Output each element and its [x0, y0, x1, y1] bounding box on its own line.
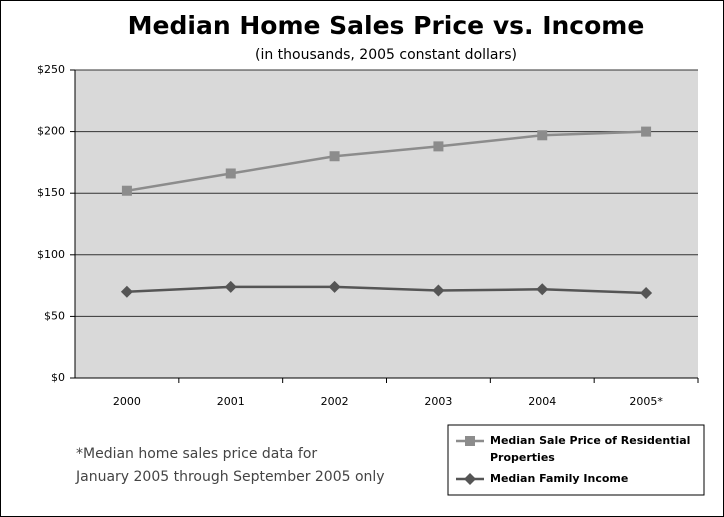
marker	[433, 141, 444, 152]
marker	[464, 473, 476, 485]
marker	[465, 436, 475, 446]
y-tick-label: $250	[37, 63, 65, 76]
y-tick-label: $200	[37, 125, 65, 138]
x-tick-label: 2001	[217, 395, 245, 408]
plot-area	[75, 70, 698, 378]
series-line	[126, 285, 647, 295]
y-tick-label: $100	[37, 248, 65, 261]
footnote: *Median home sales price data for	[76, 446, 317, 462]
marker	[641, 126, 652, 137]
marker	[328, 280, 341, 293]
marker	[224, 280, 237, 293]
x-tick-label: 2003	[424, 395, 452, 408]
x-tick-label: 2000	[113, 395, 141, 408]
marker	[537, 130, 548, 141]
marker	[640, 286, 653, 299]
legend-box	[447, 424, 705, 496]
y-tick-label: $0	[51, 371, 65, 384]
y-tick-label: $150	[37, 186, 65, 199]
marker	[120, 285, 133, 298]
footnote: January 2005 through September 2005 only	[75, 469, 385, 485]
series-line	[126, 130, 647, 192]
marker	[329, 151, 340, 162]
x-tick-label: 2005*	[629, 395, 663, 408]
marker	[225, 168, 236, 179]
marker	[121, 185, 132, 196]
chart-subtitle: (in thousands, 2005 constant dollars)	[255, 47, 517, 63]
x-tick-label: 2004	[528, 395, 556, 408]
marker	[536, 283, 549, 296]
chart-title: Median Home Sales Price vs. Income	[128, 11, 645, 40]
marker	[432, 284, 445, 297]
y-tick-label: $50	[44, 309, 65, 322]
legend-label: Median Sale Price of Residential Properti…	[490, 434, 690, 464]
x-tick-label: 2002	[321, 395, 349, 408]
legend-label: Median Family Income	[490, 472, 628, 485]
